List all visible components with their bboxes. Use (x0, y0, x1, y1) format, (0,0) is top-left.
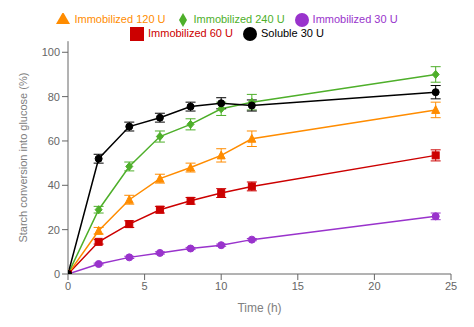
html-text:Immobilized 60 U: Immobilized 60 U (148, 27, 233, 40)
svg-text:20: 20 (368, 280, 380, 292)
html-text:Immobilized 30 U: Immobilized 30 U (312, 13, 398, 25)
html-text:Immobilized 120 U: Immobilized 120 U (74, 13, 166, 25)
svg-text:100: 100 (42, 46, 60, 58)
html-text:Soluble 30 U: Soluble 30 U (261, 27, 324, 40)
svg-text:0: 0 (65, 280, 71, 292)
svg-text:5: 5 (142, 280, 148, 292)
svg-text:80: 80 (48, 91, 60, 103)
svg-text:0: 0 (54, 268, 60, 280)
html-text:Immobilized 240 U: Immobilized 240 U (193, 13, 285, 25)
svg-text:Starch conversion into glucose: Starch conversion into glucose (%) (17, 73, 29, 243)
svg-text:60: 60 (48, 135, 60, 147)
svg-text:Time (h): Time (h) (237, 301, 281, 315)
svg-text:15: 15 (292, 280, 304, 292)
svg-text:20: 20 (48, 224, 60, 236)
svg-text:40: 40 (48, 179, 60, 191)
svg-text:25: 25 (445, 280, 457, 292)
svg-text:10: 10 (215, 280, 227, 292)
